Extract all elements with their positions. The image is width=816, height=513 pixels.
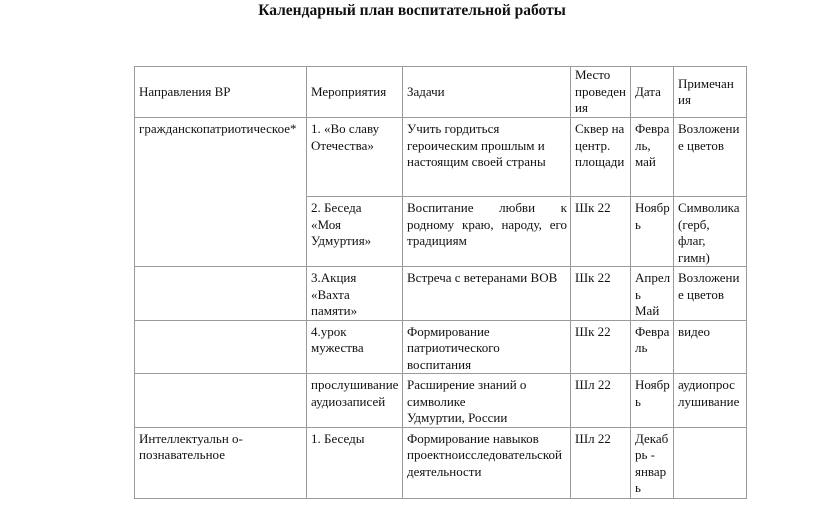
table-row: 3.Акция «Вахта памяти» Встреча с ветеран… (134, 266, 747, 321)
date-cell: Февра ль (630, 319, 674, 374)
table-row: прослушивание аудиозаписей Расширение зн… (134, 373, 747, 428)
place-cell: Шк 22 (570, 319, 631, 374)
date-cell: Ноябр ь (630, 196, 674, 267)
document-title: Календарный план воспитательной работы (258, 2, 566, 19)
place-cell: Сквер на центр. площади (570, 117, 631, 197)
header-cell: Примечан ия (673, 66, 747, 118)
header-cell: Место проведен ия (570, 66, 631, 118)
event-cell: 1. «Во славу Отечества» (306, 117, 403, 197)
date-cell: Ноябр ь (630, 373, 674, 428)
place-cell: Шл 22 (570, 373, 631, 428)
date-cell: Февра ль, май (630, 117, 674, 197)
note-cell: Возложени е цветов (673, 117, 747, 197)
place-cell: Шк 22 (570, 266, 631, 321)
table-row: 2. Беседа «Моя Удмуртия» Воспитание любв… (135, 196, 747, 267)
table-header-row: Направления ВР Мероприятия Задачи Место … (134, 66, 747, 118)
direction-cell (134, 266, 307, 321)
task-cell: Формирование навыков проектноисследовате… (402, 426, 571, 499)
event-cell: 1. Беседы (306, 426, 403, 499)
note-cell: Символика (герб, флаг, гимн) (673, 196, 747, 267)
event-cell: 3.Акция «Вахта памяти» (306, 266, 403, 321)
place-cell: Шл 22 (570, 426, 631, 499)
direction-cell (134, 373, 307, 428)
direction-cell: Интеллектуальн о- познавательное (134, 426, 307, 499)
place-cell: Шк 22 (570, 196, 631, 267)
table-row: 4.урок мужества Формирование патриотичес… (134, 319, 747, 374)
table-row: гражданскопатриотическое* 1. «Во славу О… (134, 117, 747, 267)
date-cell: Апрел ь Май (630, 266, 674, 321)
plan-table: Направления ВР Мероприятия Задачи Место … (134, 66, 747, 499)
direction-cell: гражданскопатриотическое* (134, 117, 307, 267)
task-cell: Формирование патриотического воспитания (402, 319, 571, 374)
note-cell (673, 426, 747, 499)
task-cell: Расширение знаний о символике Удмуртии, … (402, 373, 571, 428)
header-cell: Направления ВР (134, 66, 307, 118)
header-cell: Задачи (402, 66, 571, 118)
note-cell: Возложени е цветов (673, 266, 747, 321)
header-cell: Мероприятия (306, 66, 403, 118)
table-row: Интеллектуальн о- познавательное 1. Бесе… (134, 426, 747, 499)
event-cell: прослушивание аудиозаписей (306, 373, 403, 428)
date-cell: Декаб рь - январ ь (630, 426, 674, 499)
note-cell: видео (673, 319, 747, 374)
note-cell: аудиопрос лушивание (673, 373, 747, 428)
task-cell: Воспитание любви к родному краю, народу,… (402, 196, 571, 267)
header-cell: Дата (630, 66, 674, 118)
event-cell: 2. Беседа «Моя Удмуртия» (306, 196, 403, 267)
task-cell: Учить гордиться героическим прошлым и на… (402, 117, 571, 197)
event-cell: 4.урок мужества (306, 319, 403, 374)
direction-cell (134, 319, 307, 374)
task-cell: Встреча с ветеранами ВОВ (402, 266, 571, 321)
